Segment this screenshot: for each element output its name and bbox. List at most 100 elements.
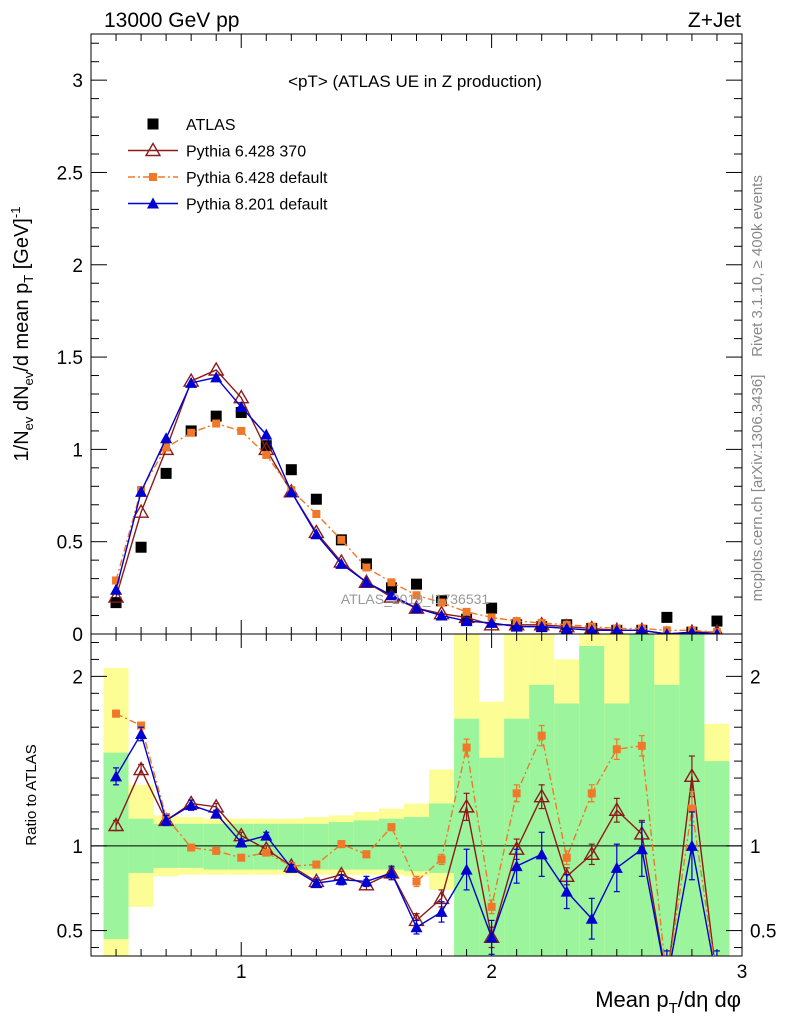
data-point <box>460 615 473 627</box>
ratio-point <box>458 798 475 813</box>
data-point <box>135 485 148 497</box>
mcplots-source-label: mcplots.cern.ch [arXiv:1306.3436] <box>749 375 766 602</box>
data-point <box>636 624 648 634</box>
ratio-point <box>337 840 346 849</box>
data-point <box>212 419 221 428</box>
ratio-point <box>510 860 523 872</box>
ratio-point <box>583 845 600 861</box>
legend-marker <box>147 118 159 130</box>
green-band-bin <box>554 703 580 956</box>
ratio-point <box>137 721 146 730</box>
main-plot-series <box>107 361 723 634</box>
analysis-watermark: ATLAS_2019_I1736531 <box>341 591 490 607</box>
data-point <box>310 493 322 505</box>
y-tick-label-right: 1 <box>750 837 761 858</box>
ratio-point <box>512 789 521 798</box>
ratio-point <box>360 875 373 887</box>
ratio-point <box>537 731 546 740</box>
y-tick-label: 0 <box>72 625 83 646</box>
ratio-point <box>107 817 125 832</box>
data-point <box>162 443 171 452</box>
y-tick-label: 2 <box>72 256 83 277</box>
data-point <box>485 616 498 628</box>
rivet-version-label: Rivet 3.1.10, ≥ 400k events <box>749 175 766 357</box>
green-band-bin <box>504 718 530 956</box>
y-tick-label-right: 2 <box>750 667 761 688</box>
data-point <box>387 578 396 587</box>
data-point <box>437 598 446 607</box>
legend-item: Pythia 6.428 370 <box>128 142 306 161</box>
ratio-point <box>612 745 621 754</box>
ratio-point <box>533 788 550 803</box>
ratio-point <box>462 743 471 752</box>
ratio-point <box>710 974 724 986</box>
ratio-point <box>637 741 646 750</box>
ratio-point <box>210 807 223 819</box>
data-point <box>260 440 272 452</box>
data-point <box>285 485 298 497</box>
data-point <box>535 620 548 632</box>
x-tick-label: 2 <box>486 962 497 983</box>
ratio-point <box>212 846 221 855</box>
data-point <box>661 611 673 623</box>
y-tick-label: 0.5 <box>57 922 83 943</box>
data-point <box>337 535 346 544</box>
header-process-label: Z+Jet <box>688 9 741 32</box>
ratio-point <box>262 848 271 857</box>
legend-item: Pythia 6.428 default <box>128 170 328 187</box>
ratio-point <box>535 848 548 860</box>
ratio-point <box>312 860 321 869</box>
y-tick-label: 0.5 <box>57 533 83 554</box>
ratio-point <box>608 801 626 816</box>
data-point <box>410 602 423 614</box>
ratio-point <box>683 767 701 783</box>
ratio-point <box>410 921 423 933</box>
x-axis-label: Mean pT/dη dφ <box>595 987 741 1017</box>
data-point <box>262 450 271 459</box>
green-band-bin <box>403 817 430 872</box>
ratio-point <box>687 804 696 813</box>
data-point <box>711 615 723 627</box>
ratio-point <box>160 814 173 826</box>
data-point <box>135 541 147 553</box>
ratio-plot-panel: 1 2 30.5 0.51 12 2 <box>57 633 776 986</box>
uncertainty-bands <box>103 634 730 956</box>
data-point <box>412 591 421 600</box>
ratio-point <box>560 885 573 897</box>
ratio-point <box>587 789 596 798</box>
data-point <box>335 557 348 569</box>
ratio-point <box>285 861 298 873</box>
ratio-point <box>385 866 398 878</box>
legend-item: ATLAS <box>147 117 236 134</box>
main-plot-panel: 0 0.5 1 1.5 2 2.5 3 <box>57 33 743 646</box>
data-point <box>187 428 196 437</box>
ratio-point <box>110 770 123 782</box>
ratio-point <box>585 912 598 924</box>
legend: ATLAS Pythia 6.428 370 Pythia 6.428 defaul… <box>128 117 328 214</box>
ratio-point <box>713 977 721 985</box>
y-tick-label-right: 0.5 <box>750 922 776 943</box>
ratio-point <box>487 902 496 911</box>
green-band-bin <box>704 761 730 956</box>
data-point <box>235 406 247 418</box>
y-axis-label-ratio: Ratio to ATLAS <box>23 744 40 845</box>
legend-marker <box>147 197 159 209</box>
ratio-point <box>685 839 698 851</box>
ratio-point <box>562 853 571 862</box>
ratio-point <box>711 975 723 986</box>
header-energy-label: 13000 GeV pp <box>104 9 239 32</box>
legend-label: Pythia 6.428 default <box>186 170 328 187</box>
y-tick-label: 1 <box>72 837 83 858</box>
data-point <box>586 624 598 634</box>
ratio-point <box>132 761 150 776</box>
ratio-point <box>485 931 498 943</box>
data-point <box>611 624 623 634</box>
data-point <box>312 510 321 518</box>
ratio-point <box>460 863 473 875</box>
data-point <box>663 628 671 634</box>
legend-marker <box>144 142 162 157</box>
legend-label: ATLAS <box>186 117 236 134</box>
green-band-bin <box>203 823 229 870</box>
series-pythia-8-201-default <box>110 371 721 634</box>
y-tick-label: 1 <box>72 440 83 461</box>
